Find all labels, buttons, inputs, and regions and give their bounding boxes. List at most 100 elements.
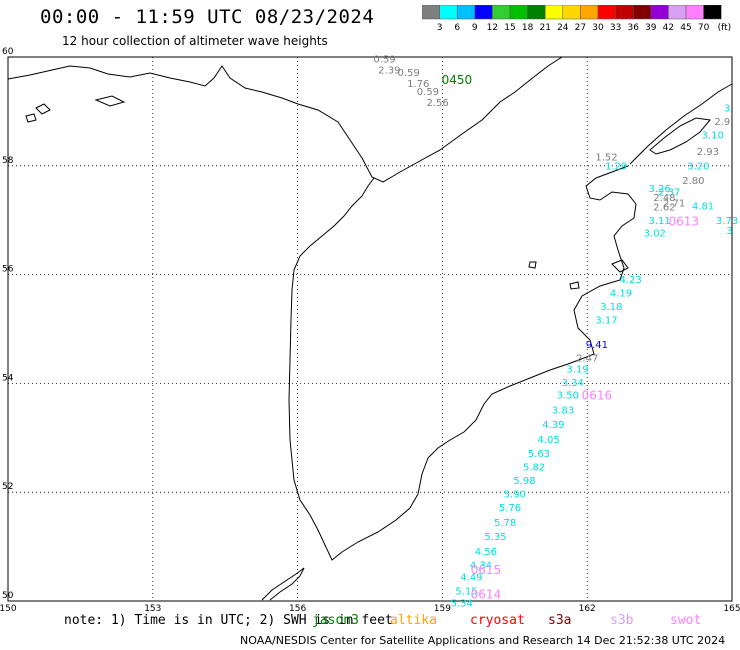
satellite-legend-altika: altika [390,613,437,628]
colorbar-tick-label: 45 [680,23,691,33]
longitude-tick-label: 150 [0,604,17,614]
colorbar-tick-label: 3 [437,23,443,33]
wave-height-label: 5.98 [513,476,535,487]
coastline [528,261,537,269]
latitude-tick-label: 52 [2,482,13,492]
wave-height-label: 5.63 [528,449,550,460]
wave-height-label: 5.78 [494,518,516,529]
wave-height-label: 4.34 [470,560,492,571]
wave-height-label: 4.23 [620,275,642,286]
colorbar-tick-label: 21 [539,23,550,33]
satellite-legend-cryosat: cryosat [470,613,525,628]
colorbar-tick-label: 12 [487,23,498,33]
coastline [25,113,37,123]
coastline [7,56,563,183]
longitude-tick-label: 153 [144,604,161,614]
colorbar-tick-label: 36 [627,23,639,33]
colorbar-tick-label: 39 [645,23,657,33]
coastline [288,165,637,561]
wave-height-label: 4.39 [542,420,564,431]
wave-height-label: 0.59 [417,87,439,98]
wave-height-label: 3.18 [600,302,622,313]
wave-height-label: 5.34 [451,598,473,609]
wave-height-label: 5.76 [499,503,521,514]
wave-height-label: 5.90 [504,490,526,501]
latitude-tick-label: 56 [2,265,14,275]
wave-height-label: 3.73 [716,216,738,227]
longitude-tick-label: 165 [723,604,740,614]
wave-height-label: 3.19 [566,365,588,376]
latitude-tick-label: 50 [2,591,14,601]
wave-height-label: 0.59 [373,54,395,65]
colorbar-tick-label: 15 [504,23,515,33]
coastline [611,259,629,273]
wave-height-label: 3.26 [648,184,670,195]
satellite-legend-jason3: jason3 [312,613,359,628]
map-frame [7,56,733,602]
pass-time-label: 0615 [471,563,502,577]
wave-height-label: 9.41 [586,340,608,351]
wave-height-label: 3.02 [644,229,666,240]
wave-height-label: 3.83 [552,405,574,416]
wave-height-label: 3.11 [648,216,670,227]
wave-height-label: 2.47 [576,354,598,365]
longitude-tick-label: 159 [434,604,451,614]
colorbar-swatch [703,5,722,20]
colorbar-tick-label: 18 [522,23,534,33]
wave-height-label: 3.20 [687,162,709,173]
colorbar-tick-label: 30 [592,23,604,33]
wave-height-label: 2.62 [653,202,675,213]
wave-height-label: 0.59 [397,68,419,79]
coastline [261,567,305,601]
wave-height-label: 4.81 [692,201,714,212]
footer-credit: NOAA/NESDIS Center for Satellite Applica… [240,634,726,647]
latitude-tick-label: 54 [2,373,14,383]
coastline [569,281,580,290]
pass-time-label: 0616 [582,389,613,403]
wave-height-label: 2.56 [426,98,448,109]
wave-height-label: 2.37 [658,188,680,199]
wave-height-label: 4.19 [610,288,632,299]
wave-height-label: 5.82 [523,462,545,473]
wave-height-label: 4.56 [475,547,497,558]
colorbar-tick-label: 33 [610,23,621,33]
wave-height-label: 3.34 [562,378,584,389]
longitude-tick-label: 156 [289,604,306,614]
pass-time-label: 0613 [668,215,699,229]
latitude-tick-label: 60 [2,47,14,57]
wave-height-label: 1.29 [605,162,627,173]
wave-height-label: 3.17 [595,316,617,327]
colorbar-tick-label: 70 [698,23,710,33]
wave-height-label: 3.10 [702,131,724,142]
pass-time-label: 0614 [471,587,502,601]
wave-height-label: 4.49 [460,572,482,583]
coastline [94,95,126,107]
colorbar-tick-label: 27 [575,23,586,33]
coastline [35,103,51,115]
colorbar-legend: 3 6 9 12 15 18 21 24 27 30 33 36 39 42 45 70 (ft) [422,5,732,33]
satellite-legend-s3a: s3a [548,613,572,628]
colorbar-unit: (ft) [718,23,732,33]
pass-time-label: 0450 [442,73,473,87]
latitude-tick-label: 58 [2,156,14,166]
wave-height-label: 3.50 [557,391,579,402]
wave-height-label: 4.05 [537,435,559,446]
wave-height-label: 3 [726,226,732,237]
satellite-legend-swot: swot [670,613,702,628]
wave-height-label: 5.35 [484,532,506,543]
wave-height-label: 2.9 [714,117,730,128]
colorbar-tick-label: 9 [472,23,478,33]
map-subtitle: 12 hour collection of altimeter wave hei… [62,34,328,48]
wave-height-label: 2.93 [697,147,719,158]
colorbar-tick-label: 6 [454,23,460,33]
wave-height-label: 2.80 [682,176,704,187]
wave-height-label: 2.48 [653,193,675,204]
map-title: 00:00 - 11:59 UTC 08/23/2024 [40,6,375,28]
wave-height-label: 1.76 [407,79,429,90]
coastline [649,117,711,155]
wave-height-label: 2.39 [378,65,400,76]
wave-height-label: 5.15 [455,586,477,597]
wave-height-label: 1.52 [595,152,617,163]
note-text: note: 1) Time is in UTC; 2) SWH is in fe… [64,613,393,628]
